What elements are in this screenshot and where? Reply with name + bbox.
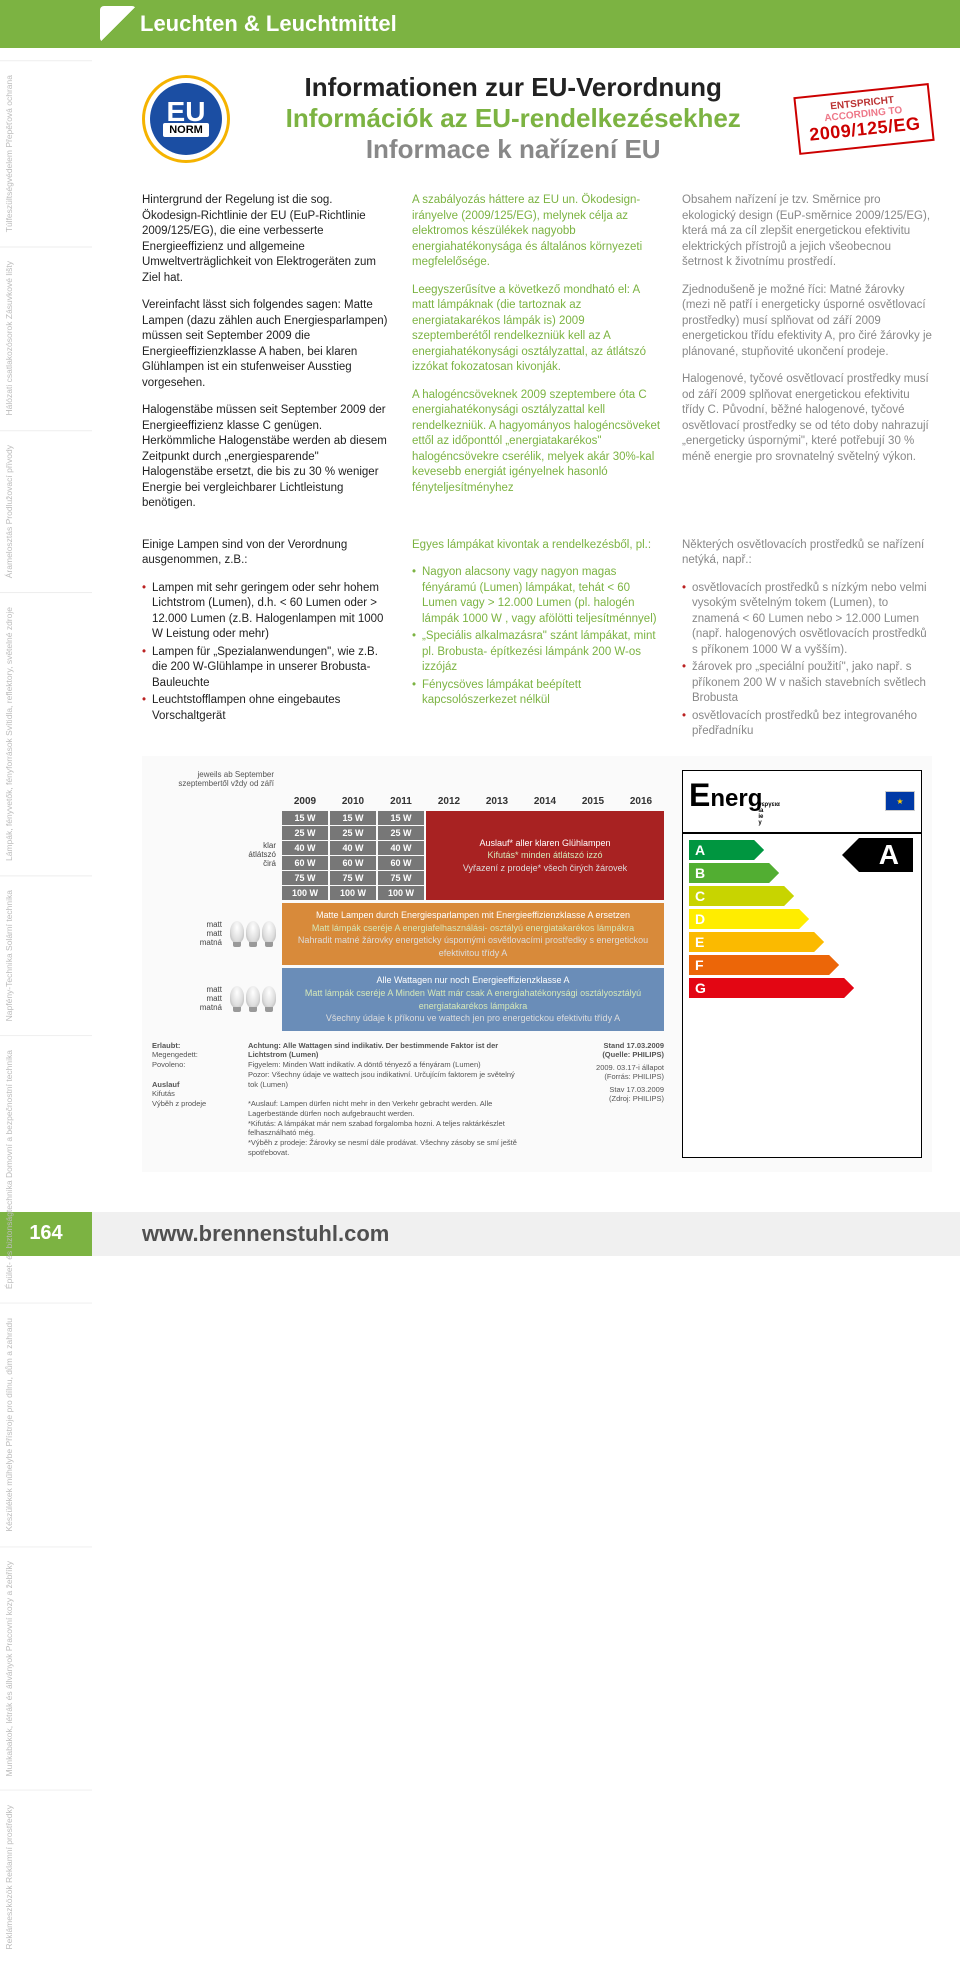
side-nav: Túlfeszültségvédelem Přepěťová ochrana H… bbox=[0, 60, 92, 1964]
side-tab[interactable]: Reklámeszközök Reklamní prostředky bbox=[0, 1790, 92, 1964]
de-p4: Einige Lampen sind von der Verordnung au… bbox=[142, 538, 392, 569]
side-tab[interactable]: Napfény-Technika Solární technika bbox=[0, 875, 92, 1035]
chart-period-label: jeweils ab September szeptembertől vždy … bbox=[152, 770, 282, 788]
chart-footnotes: Erlaubt: Megengedett: Povoleno: Auslauf … bbox=[152, 1041, 664, 1158]
de-li1: Lampen mit sehr geringem oder sehr hohem… bbox=[142, 581, 392, 643]
badge-eu-text: EU bbox=[167, 100, 206, 124]
banner-blue: Alle Wattagen nur noch Energieeffizienzk… bbox=[282, 968, 664, 1030]
chart-row-matt1: matt matt matná Matte Lampen durch Energ… bbox=[152, 903, 664, 965]
side-tab[interactable]: Lámpák, fényvetők, fényforrások Svítidla… bbox=[0, 592, 92, 875]
cz-p4: Některých osvětlovacích prostředků se na… bbox=[682, 538, 932, 569]
title-cz: Informace k nařízení EU bbox=[252, 134, 774, 165]
energy-bars: A ABCDEFG bbox=[683, 834, 921, 1004]
side-tab[interactable]: Hálózati csatlakozósorok Zásuvkové lišty bbox=[0, 246, 92, 429]
hu-li3: Fénycsöves lámpákat beépített kapcsolósz… bbox=[412, 678, 662, 709]
page-footer: 164 www.brennenstuhl.com bbox=[0, 1212, 960, 1256]
hu-p4: Egyes lámpákat kivontak a rendelkezésből… bbox=[412, 538, 662, 554]
de-li2: Lampen für „Spezialanwendungen", wie z.B… bbox=[142, 645, 392, 692]
eu-flag-icon bbox=[885, 791, 915, 811]
side-tab[interactable]: Munkabakok, létrák és állványok Pracovní… bbox=[0, 1546, 92, 1790]
footer-url: www.brennenstuhl.com bbox=[92, 1221, 389, 1247]
page-header: Leuchten & Leuchtmittel bbox=[0, 0, 960, 48]
phase-out-chart: jeweils ab September szeptembertől vždy … bbox=[142, 756, 932, 1172]
energy-bar-g: G bbox=[689, 978, 915, 998]
energy-bar-f: F bbox=[689, 955, 915, 975]
side-tab[interactable]: Áramelosztás Prodlužovací přívody bbox=[0, 430, 92, 592]
de-p2: Vereinfacht lässt sich folgendes sagen: … bbox=[142, 298, 392, 391]
energy-rating-a: A bbox=[859, 838, 913, 872]
energy-label: Energ νεργεια ia ie y A ABCDEFG bbox=[682, 770, 922, 1158]
banner-orange: Matte Lampen durch Energiesparlampen mit… bbox=[282, 903, 664, 965]
title-block: EU NORM Informationen zur EU-Verordnung … bbox=[142, 72, 932, 165]
hu-li1: Nagyon alacsony vagy nagyon magas fényár… bbox=[412, 565, 662, 627]
hu-li2: „Speciális alkalmazásra" szánt lámpákat,… bbox=[412, 629, 662, 676]
compliance-stamp: ENTSPRICHT ACCORDING TO 2009/125/EG bbox=[794, 83, 935, 155]
cz-p2: Zjednodušeně je možné říci: Matné žárovk… bbox=[682, 283, 932, 361]
hu-p2: Leegyszerűsítve a következő mondható el:… bbox=[412, 283, 662, 376]
main-content: EU NORM Informationen zur EU-Verordnung … bbox=[92, 48, 960, 1192]
bulb-icon bbox=[230, 986, 244, 1008]
de-li3: Leuchtstofflampen ohne eingebautes Vorsc… bbox=[142, 693, 392, 724]
energy-bar-c: C bbox=[689, 886, 915, 906]
energy-bar-e: E bbox=[689, 932, 915, 952]
cz-li1: osvětlovacích prostředků s nízkým nebo v… bbox=[682, 581, 932, 659]
header-bulb-icon bbox=[100, 6, 136, 42]
de-p1: Hintergrund der Regelung ist die sog. Ök… bbox=[142, 193, 392, 286]
chart-row-klar: klar átlátszó čirá 15 W 25 W 40 W 60 W 7… bbox=[152, 811, 664, 900]
energy-suffix: νεργεια ia ie y bbox=[758, 802, 779, 826]
header-title: Leuchten & Leuchtmittel bbox=[140, 11, 397, 37]
bulb-icon bbox=[246, 921, 260, 943]
bulb-icon bbox=[230, 921, 244, 943]
cz-p3: Halogenové, tyčové osvětlovací prostředk… bbox=[682, 372, 932, 465]
badge-norm-text: NORM bbox=[163, 123, 209, 137]
title-hu: Információk az EU-rendelkezésekhez bbox=[252, 103, 774, 134]
side-tab[interactable]: Készülékek műhelybe Přístroje pro dílnu,… bbox=[0, 1303, 92, 1546]
body-columns-2: Einige Lampen sind von der Verordnung au… bbox=[142, 538, 932, 742]
bulb-icon bbox=[262, 921, 276, 943]
bulb-icon bbox=[246, 986, 260, 1008]
side-tab[interactable]: Épület- és biztonságtechnika Domovní a b… bbox=[0, 1035, 92, 1303]
body-columns-1: Hintergrund der Regelung ist die sog. Ök… bbox=[142, 193, 932, 524]
cz-p1: Obsahem nařízení je tzv. Směrnice pro ek… bbox=[682, 193, 932, 271]
banner-red: Auslauf* aller klaren Glühlampen Kifutás… bbox=[426, 811, 664, 900]
hu-p1: A szabályozás háttere az EU un. Ökodesig… bbox=[412, 193, 662, 271]
side-tab[interactable]: Túlfeszültségvédelem Přepěťová ochrana bbox=[0, 60, 92, 246]
chart-row-matt2: matt matt matná Alle Wattagen nur noch E… bbox=[152, 968, 664, 1030]
energy-bar-d: D bbox=[689, 909, 915, 929]
cz-li2: žárovek pro „speciální použití", jako na… bbox=[682, 660, 932, 707]
year-row: 2009 2010 2011 2012 2013 2014 2015 2016 bbox=[282, 792, 664, 811]
eu-norm-badge: EU NORM bbox=[142, 75, 230, 163]
bulb-icon bbox=[262, 986, 276, 1008]
de-p3: Halogenstäbe müssen seit September 2009 … bbox=[142, 403, 392, 512]
hu-p3: A halogéncsöveknek 2009 szeptembere óta … bbox=[412, 388, 662, 497]
title-de: Informationen zur EU-Verordnung bbox=[252, 72, 774, 103]
cz-li3: osvětlovacích prostředků bez integrované… bbox=[682, 709, 932, 740]
